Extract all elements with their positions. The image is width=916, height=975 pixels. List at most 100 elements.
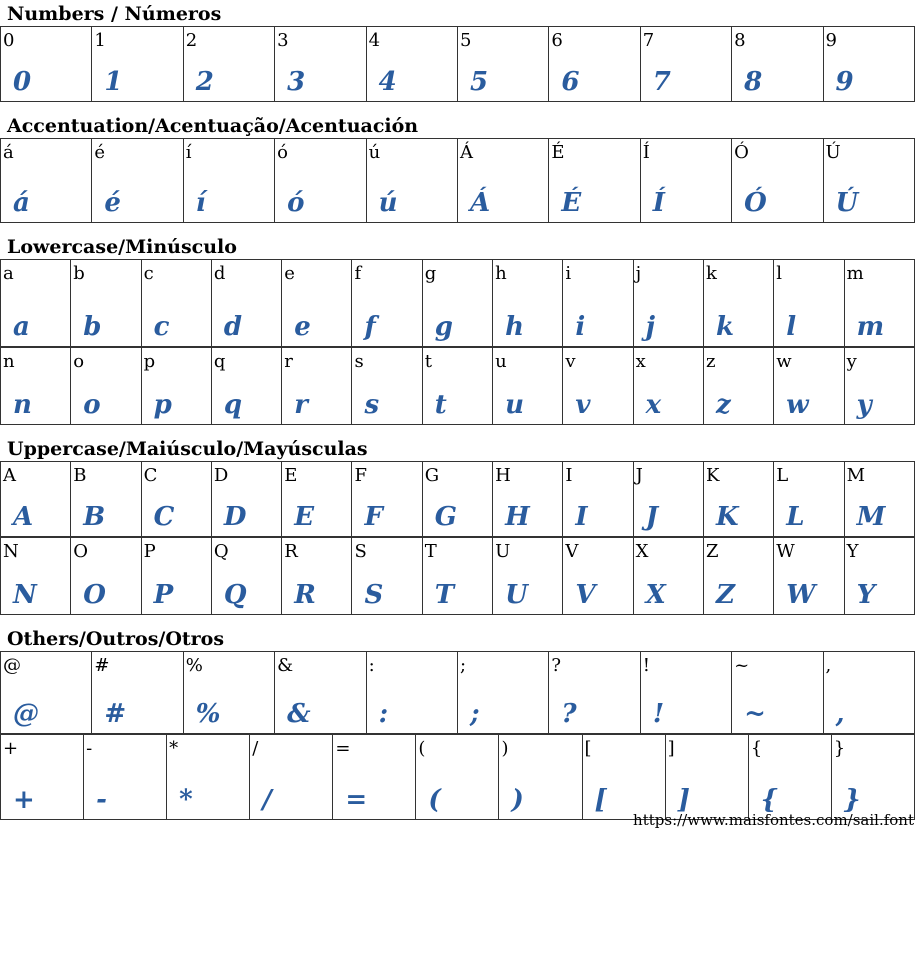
char-glyph: K (715, 502, 739, 532)
char-glyph: C (153, 502, 175, 532)
char-label: 7 (642, 30, 655, 51)
char-glyph: E (294, 502, 315, 532)
char-label: ú (368, 142, 381, 163)
char-glyph: d (223, 312, 243, 342)
footer-url[interactable]: https://www.maisfontes.com/sail.font (633, 811, 914, 829)
char-glyph: 8 (744, 67, 763, 97)
char-glyph: - (96, 785, 107, 815)
char-label: + (3, 738, 19, 759)
char-label: ) (501, 738, 509, 759)
char-glyph: É (561, 188, 582, 218)
char-label: w (776, 351, 792, 372)
char-glyph: Í (652, 188, 665, 218)
char-glyph: y (856, 390, 872, 420)
glyph-cell: %% (182, 651, 276, 734)
char-label: M (846, 465, 865, 486)
char-label: r (284, 351, 293, 372)
specimen-sheet: Numbers / Números 0 0 1 1 2 2 3 3 4 4 5 5 6 6 7 7 8 8 9 9 Acc… (0, 3, 916, 820)
char-label: K (705, 465, 720, 486)
section-heading: Others/Outros/Otros (7, 628, 225, 650)
char-glyph: V (575, 580, 596, 610)
char-label: J (635, 465, 643, 486)
char-label: o (73, 351, 85, 372)
char-glyph: 4 (378, 67, 397, 97)
char-glyph: s (364, 390, 380, 420)
char-glyph: N (13, 580, 37, 610)
char-label: a (3, 263, 14, 284)
char-label: j (635, 263, 642, 284)
char-label: Í (642, 142, 650, 163)
char-label: p (143, 351, 156, 372)
char-glyph: = (345, 785, 368, 815)
char-glyph: / (262, 785, 272, 815)
char-label: A (3, 465, 16, 486)
char-label: é (94, 142, 106, 163)
char-label: ( (418, 738, 426, 759)
char-label: V (565, 541, 579, 562)
char-label: Á (459, 142, 473, 163)
char-label: f (354, 263, 362, 284)
char-glyph: í (195, 188, 206, 218)
char-glyph: M (856, 502, 886, 532)
char-label: í (185, 142, 192, 163)
char-glyph: A (13, 502, 34, 532)
char-label: 1 (94, 30, 106, 51)
char-glyph: n (13, 390, 32, 420)
char-label: & (277, 655, 294, 676)
char-glyph: @ (13, 699, 39, 729)
char-label: m (846, 263, 864, 284)
char-glyph: O (83, 580, 106, 610)
char-glyph: 6 (561, 67, 580, 97)
glyph-cell: !! (639, 651, 733, 734)
char-label: N (3, 541, 19, 562)
char-glyph: B (83, 502, 106, 532)
char-glyph: Á (469, 188, 491, 218)
char-glyph: P (153, 580, 174, 610)
char-label: Z (705, 541, 719, 562)
char-glyph: H (505, 502, 530, 532)
char-label: W (776, 541, 795, 562)
section-heading: Lowercase/Minúsculo (7, 236, 237, 258)
char-label: Ú (825, 142, 841, 163)
glyph-row: @ @ # #%% & &::;;??!! ~ ~,, (0, 651, 916, 734)
char-glyph: Ú (835, 188, 859, 218)
char-glyph: g (434, 312, 453, 342)
char-label: 2 (185, 30, 198, 51)
glyph-cell: -- (83, 734, 168, 820)
char-glyph: , (835, 699, 845, 729)
char-glyph: ? (561, 699, 577, 729)
char-label: F (354, 465, 367, 486)
char-glyph: o (83, 390, 101, 420)
char-label: c (143, 263, 154, 284)
char-label: = (335, 738, 351, 759)
char-glyph: # (104, 699, 127, 729)
char-label: k (705, 263, 717, 284)
char-glyph: % (195, 699, 221, 729)
char-label: l (776, 263, 783, 284)
char-glyph: ] (677, 785, 690, 815)
